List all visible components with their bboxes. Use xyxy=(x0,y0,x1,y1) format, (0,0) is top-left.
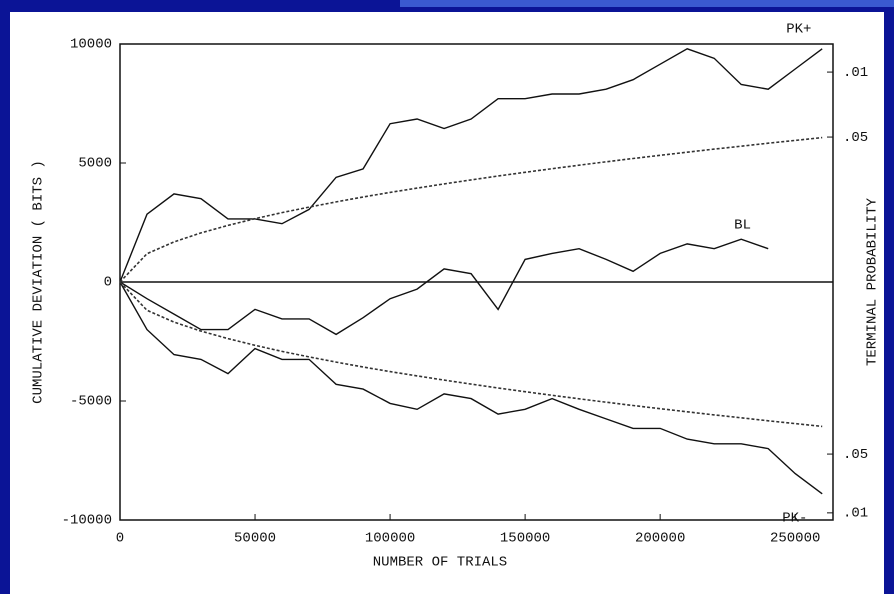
y2-tick-label: .05 xyxy=(843,130,868,146)
series-line xyxy=(119,238,769,336)
y-tick-label: 5000 xyxy=(78,156,112,172)
y2-axis-title: TERMINAL PROBABILITY xyxy=(865,197,881,366)
series-line xyxy=(119,48,823,283)
y2-tick-label: .01 xyxy=(843,506,868,522)
x-axis-title: NUMBER OF TRIALS xyxy=(373,555,507,571)
y-tick-label: -10000 xyxy=(62,513,112,529)
x-tick-label: 100000 xyxy=(365,531,415,547)
x-tick-label: 150000 xyxy=(500,531,550,547)
series-line xyxy=(119,281,823,495)
y2-tick-label: .01 xyxy=(843,65,868,81)
header-strip xyxy=(400,0,894,7)
x-tick-label: 250000 xyxy=(770,531,820,547)
x-tick-label: 0 xyxy=(116,531,124,547)
y-tick-label: 10000 xyxy=(70,37,112,53)
series-label: PK- xyxy=(782,511,807,527)
x-tick-label: 200000 xyxy=(635,531,685,547)
x-tick-label: 50000 xyxy=(234,531,276,547)
series-label: BL xyxy=(734,217,751,233)
envelope-line xyxy=(119,136,823,283)
y2-tick-label: .05 xyxy=(843,447,868,463)
y-tick-label: 0 xyxy=(104,275,112,291)
series-label: PK+ xyxy=(786,21,811,37)
envelope-line xyxy=(119,281,823,428)
y-tick-label: -5000 xyxy=(70,394,112,410)
y-axis-title: CUMULATIVE DEVIATION ( BITS ) xyxy=(31,160,47,404)
